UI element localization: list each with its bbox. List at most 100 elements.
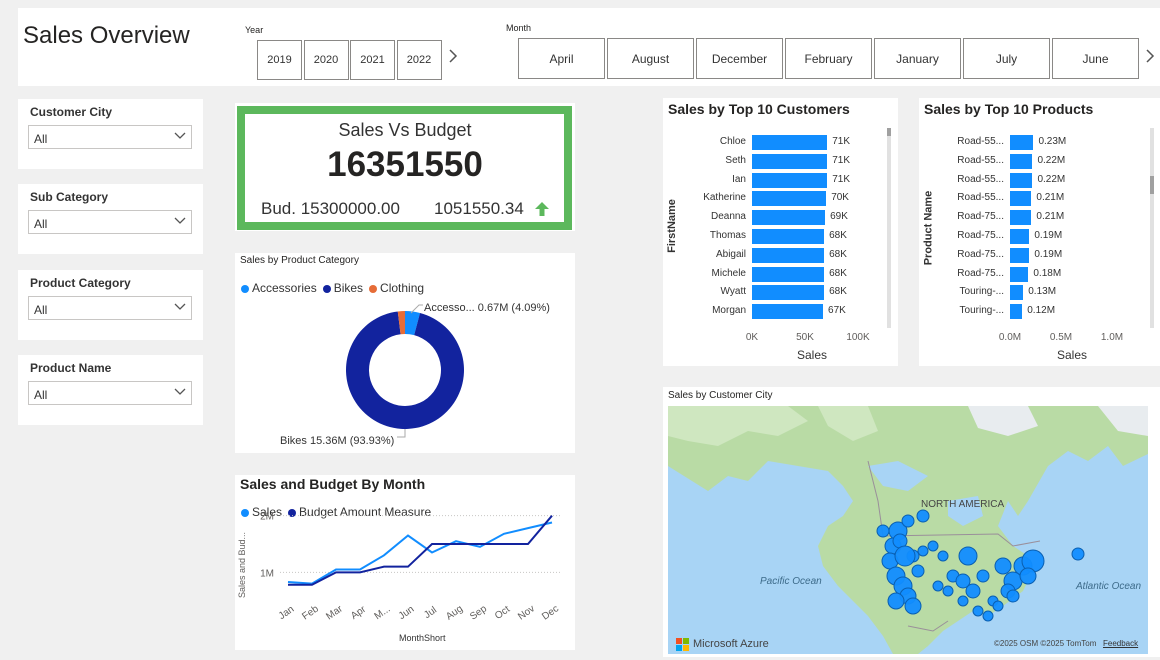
- bar[interactable]: [1010, 153, 1033, 169]
- map-bubble[interactable]: [887, 592, 905, 610]
- filter-dropdown[interactable]: All: [28, 381, 192, 405]
- bar-value-label: 0.22M: [1037, 154, 1066, 166]
- bar[interactable]: [752, 285, 825, 301]
- filter-dropdown[interactable]: All: [28, 125, 192, 149]
- map-feedback-link[interactable]: Feedback: [1103, 639, 1139, 648]
- map-bubble[interactable]: [916, 509, 930, 523]
- bar[interactable]: [752, 266, 825, 282]
- map-bubble[interactable]: [932, 580, 944, 592]
- bar-value-label: 0.12M: [1027, 305, 1056, 317]
- bar[interactable]: [752, 135, 828, 150]
- bar[interactable]: [752, 153, 828, 169]
- donut-slice-accessories[interactable]: [405, 311, 421, 336]
- bar[interactable]: [1010, 229, 1030, 244]
- map-bubble[interactable]: [876, 524, 890, 538]
- bar-value-label: 0.13M: [1028, 286, 1057, 298]
- map-bubble[interactable]: [992, 600, 1004, 612]
- kpi-budget: Bud. 15300000.00: [261, 199, 400, 218]
- month-chip-april[interactable]: April: [518, 38, 605, 79]
- bar[interactable]: [1010, 304, 1023, 320]
- month-chip-june[interactable]: June: [1052, 38, 1139, 79]
- bar[interactable]: [1010, 172, 1033, 188]
- legend-item-budget-amount-measure[interactable]: Budget Amount Measure: [288, 505, 431, 519]
- bar-category-label: Road-55...: [957, 192, 1004, 204]
- month-chip-january[interactable]: January: [874, 38, 961, 79]
- chevron-down-icon: [173, 299, 187, 313]
- map-bubble[interactable]: [927, 540, 939, 552]
- map-atlantic-label: Atlantic Ocean: [1076, 581, 1142, 592]
- map-bubble[interactable]: [976, 569, 990, 583]
- bar[interactable]: [1010, 247, 1030, 263]
- donut-slice-clothing[interactable]: [397, 311, 405, 335]
- series-line-budget-amount-measure[interactable]: [288, 515, 553, 586]
- month-next-icon[interactable]: [1145, 48, 1155, 69]
- arrow-up-icon: [533, 200, 551, 223]
- leader-line: [410, 304, 423, 314]
- month-chip-august[interactable]: August: [607, 38, 694, 79]
- bar[interactable]: [1010, 135, 1034, 150]
- map-bubble[interactable]: [911, 564, 925, 578]
- bar[interactable]: [752, 304, 824, 320]
- map-bubble[interactable]: [982, 610, 994, 622]
- map-bubble[interactable]: [955, 573, 971, 589]
- legend-marker: [241, 284, 249, 293]
- donut-slice-bikes[interactable]: [346, 311, 464, 429]
- map-bubble[interactable]: [1006, 589, 1020, 603]
- map-bubble[interactable]: [1019, 567, 1037, 585]
- map-bubble[interactable]: [942, 585, 954, 597]
- bar-value-label: 70K: [831, 192, 849, 204]
- year-chip-2021[interactable]: 2021: [350, 40, 395, 80]
- map-bubble[interactable]: [894, 545, 916, 567]
- bar[interactable]: [1010, 210, 1032, 226]
- year-chip-2020[interactable]: 2020: [303, 40, 349, 80]
- legend-item-bikes[interactable]: Bikes: [322, 281, 363, 295]
- map-bubble[interactable]: [1071, 547, 1085, 561]
- map-bubble[interactable]: [957, 595, 969, 607]
- customers-scrollbar[interactable]: [887, 128, 891, 328]
- legend-item-sales[interactable]: Sales: [241, 505, 282, 519]
- bar-value-label: 71K: [832, 136, 851, 147]
- map-bubble[interactable]: [901, 514, 915, 528]
- filter-title: Customer City: [30, 105, 113, 119]
- x-tick-label: Feb: [300, 603, 321, 622]
- filter-dropdown[interactable]: All: [28, 210, 192, 234]
- bar-value-label: 0.23M: [1038, 136, 1067, 147]
- customers-scroll-thumb[interactable]: [887, 128, 891, 136]
- map-bubble[interactable]: [965, 583, 981, 599]
- bar[interactable]: [752, 210, 826, 226]
- bar[interactable]: [752, 172, 828, 188]
- bar[interactable]: [1010, 191, 1032, 207]
- month-chip-july[interactable]: July: [963, 38, 1050, 79]
- products-scroll-thumb[interactable]: [1150, 176, 1154, 194]
- products-scrollbar[interactable]: [1150, 128, 1154, 328]
- bar[interactable]: [1010, 266, 1029, 282]
- month-chip-december[interactable]: December: [696, 38, 783, 79]
- year-next-icon[interactable]: [448, 48, 458, 69]
- map-region-label: NORTH AMERICA: [921, 499, 1005, 510]
- bar-category-label: Road-55...: [957, 136, 1004, 147]
- legend-item-accessories[interactable]: Accessories: [241, 281, 317, 295]
- map-copyright: ©2025 OSM ©2025 TomTom: [994, 639, 1097, 648]
- map-title: Sales by Customer City: [668, 390, 773, 401]
- map-bubble[interactable]: [917, 545, 929, 557]
- month-chip-february[interactable]: February: [785, 38, 872, 79]
- x-tick-label: 0.5M: [1049, 332, 1073, 343]
- legend-label: Clothing: [380, 281, 425, 295]
- map-bubble[interactable]: [972, 605, 984, 617]
- bar[interactable]: [1010, 285, 1024, 301]
- bar[interactable]: [752, 247, 825, 263]
- map-bubble[interactable]: [904, 597, 922, 615]
- map-bubble[interactable]: [958, 546, 978, 566]
- year-chip-2022[interactable]: 2022: [396, 40, 442, 80]
- map-bubble[interactable]: [994, 557, 1012, 575]
- year-chip-2019[interactable]: 2019: [257, 40, 302, 80]
- map-bubble[interactable]: [937, 550, 949, 562]
- x-tick-label: Sep: [468, 603, 489, 622]
- filter-dropdown[interactable]: All: [28, 296, 192, 320]
- bar[interactable]: [752, 191, 827, 207]
- legend-item-clothing[interactable]: Clothing: [369, 281, 424, 295]
- series-line-sales[interactable]: [287, 521, 553, 585]
- map-canvas[interactable]: [668, 406, 1148, 654]
- bar-value-label: 0.22M: [1037, 173, 1066, 185]
- bar[interactable]: [752, 229, 825, 244]
